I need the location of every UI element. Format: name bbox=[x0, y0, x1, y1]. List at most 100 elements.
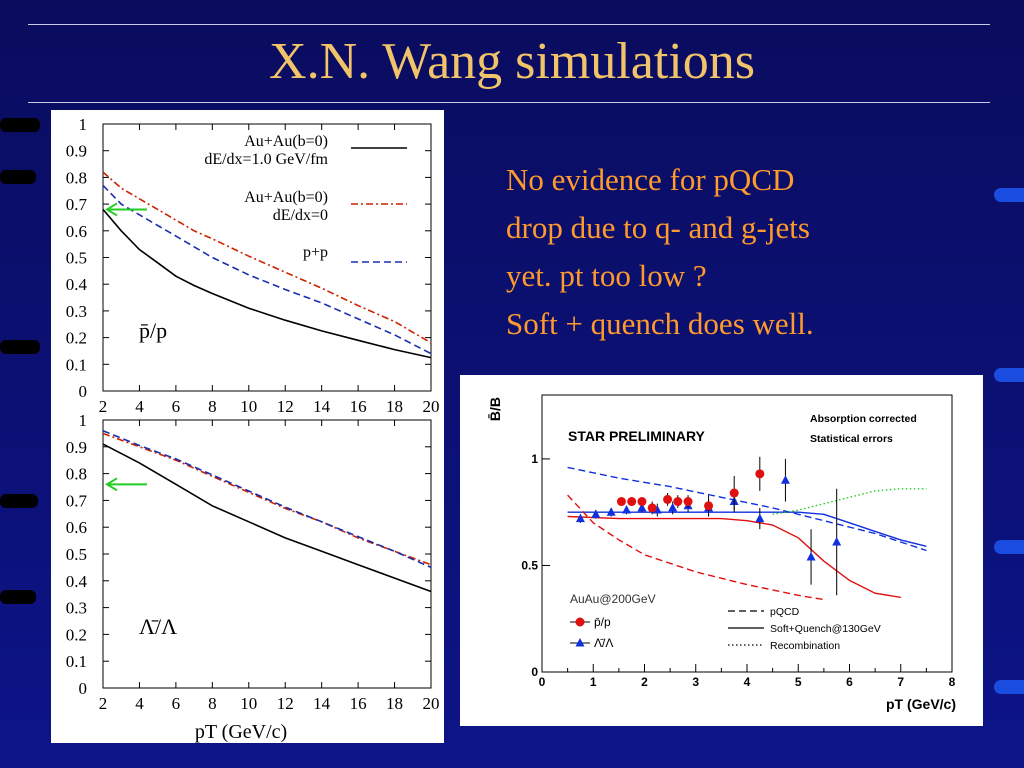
slide-notes: No evidence for pQCD drop due to q- and … bbox=[506, 156, 986, 348]
y-tick-label: 0.9 bbox=[66, 142, 87, 161]
lambda-point bbox=[806, 551, 816, 561]
legend-label: p+p bbox=[303, 244, 328, 261]
slide-title: X.N. Wang simulations bbox=[269, 33, 755, 90]
model-curve bbox=[567, 466, 927, 552]
left-stripe bbox=[0, 170, 36, 184]
x-tick-label: 8 bbox=[949, 675, 956, 689]
y-tick-label: 1 bbox=[531, 452, 538, 466]
lambda-point bbox=[652, 505, 662, 514]
left-stripe bbox=[0, 118, 40, 132]
title-rule bbox=[28, 102, 990, 103]
y-tick-label: 0.8 bbox=[66, 168, 87, 187]
plot-frame bbox=[102, 419, 432, 689]
series-line bbox=[102, 171, 432, 344]
pbar-point bbox=[673, 497, 683, 507]
x-tick-label: 4 bbox=[135, 694, 144, 713]
y-tick-label: 0.5 bbox=[66, 249, 87, 268]
note-line: yet. pt too low ? bbox=[506, 258, 707, 293]
annotation-text: Statistical errors bbox=[810, 433, 893, 445]
x-tick-label: 10 bbox=[240, 694, 257, 713]
y-tick-label: 0.3 bbox=[66, 599, 87, 618]
x-axis-label: pT (GeV/c) bbox=[886, 696, 956, 712]
series-line bbox=[102, 184, 432, 355]
pbar-point bbox=[637, 497, 647, 507]
x-tick-label: 10 bbox=[240, 397, 257, 416]
pbar-point bbox=[663, 494, 673, 504]
star-chart: 0 1 2 3 4 5 6 7 8 0 0.5 1 STAR PRELIMINARY Absorption… bbox=[486, 394, 956, 712]
note-line: drop due to q- and g-jets bbox=[506, 210, 810, 245]
y-tick-label: 0.5 bbox=[521, 558, 538, 572]
lambda-point bbox=[622, 505, 632, 514]
left-stripe bbox=[0, 340, 40, 354]
star-title: STAR PRELIMINARY bbox=[568, 428, 706, 444]
x-tick-label: 1 bbox=[590, 675, 597, 689]
y-tick-label: 0.2 bbox=[66, 625, 87, 644]
y-tick-label: 0.2 bbox=[66, 329, 87, 348]
right-stripe bbox=[994, 368, 1024, 382]
y-tick-label: 1 bbox=[79, 115, 88, 134]
x-tick-label: 12 bbox=[277, 397, 294, 416]
left-stripe bbox=[0, 494, 38, 508]
right-stripe bbox=[994, 188, 1024, 202]
pbar-point bbox=[683, 497, 693, 507]
x-tick-label: 20 bbox=[423, 397, 440, 416]
pbar-point bbox=[627, 497, 637, 507]
arrow-head bbox=[105, 202, 118, 217]
panel-label: p̄/p bbox=[139, 318, 167, 343]
legend-label: pQCD bbox=[770, 606, 800, 618]
x-tick-label: 20 bbox=[423, 694, 440, 713]
x-axis-label: pT (GeV/c) bbox=[195, 721, 287, 743]
lambda-point bbox=[591, 509, 601, 518]
x-tick-label: 6 bbox=[172, 694, 181, 713]
x-tick-label: 6 bbox=[846, 675, 853, 689]
lambda-point bbox=[637, 502, 647, 512]
wang-figure: 0 0.1 0.2 0.3 0.4 0.5 0.6 0.7 0.8 0.9 1 2 4 6 8 10 12 14 1… bbox=[51, 110, 444, 743]
series-line bbox=[102, 208, 432, 359]
x-tick-label: 5 bbox=[795, 675, 802, 689]
pbar-point bbox=[616, 497, 626, 507]
y-tick-label: 0.1 bbox=[66, 355, 87, 374]
legend-marker bbox=[575, 638, 585, 647]
legend-label: Soft+Quench@130GeV bbox=[770, 623, 881, 635]
note-line: Soft + quench does well. bbox=[506, 306, 814, 341]
wang-chart: 00.10.20.30.40.50.60.70.80.912 4 6 8 10 12 14 1… bbox=[66, 115, 440, 743]
right-stripe bbox=[994, 680, 1024, 694]
lambda-point bbox=[832, 537, 842, 546]
y-tick-label: 0 bbox=[531, 665, 538, 679]
y-tick-label: 1 bbox=[79, 411, 88, 430]
x-tick-label: 4 bbox=[744, 675, 751, 689]
lambda-point bbox=[755, 513, 765, 523]
top-rule bbox=[28, 24, 990, 25]
series-line bbox=[102, 432, 432, 566]
legend-marker bbox=[575, 617, 585, 627]
y-tick-label: 0.5 bbox=[66, 545, 87, 564]
model-curve bbox=[772, 488, 927, 515]
pbar-point bbox=[704, 501, 714, 511]
model-curve bbox=[567, 494, 825, 601]
lambda-point bbox=[668, 502, 678, 512]
x-tick-label: 16 bbox=[350, 694, 367, 713]
x-tick-label: 0 bbox=[539, 675, 546, 689]
pbar-point bbox=[729, 488, 739, 498]
x-tick-label: 3 bbox=[692, 675, 699, 689]
y-tick-label: 0.9 bbox=[66, 438, 87, 457]
y-tick-label: 0.8 bbox=[66, 465, 87, 484]
pbar-point bbox=[647, 503, 657, 513]
y-tick-label: 0.7 bbox=[66, 491, 88, 510]
x-tick-label: 14 bbox=[313, 397, 331, 416]
y-tick-label: 0.3 bbox=[66, 302, 87, 321]
left-stripe bbox=[0, 590, 36, 604]
pbar-point bbox=[755, 469, 765, 479]
legend-label: dE/dx=0 bbox=[273, 207, 328, 224]
legend-label: Au+Au(b=0) bbox=[244, 189, 328, 206]
legend-label: Recombination bbox=[770, 640, 840, 652]
y-axis-label: B̄/B bbox=[486, 397, 503, 421]
x-tick-label: 2 bbox=[99, 397, 108, 416]
series-line bbox=[102, 429, 432, 569]
x-tick-label: 4 bbox=[135, 397, 144, 416]
x-tick-label: 2 bbox=[99, 694, 108, 713]
x-tick-label: 16 bbox=[350, 397, 367, 416]
lambda-point bbox=[606, 507, 616, 516]
y-tick-label: 0.7 bbox=[66, 195, 88, 214]
y-tick-label: 0.1 bbox=[66, 652, 87, 671]
